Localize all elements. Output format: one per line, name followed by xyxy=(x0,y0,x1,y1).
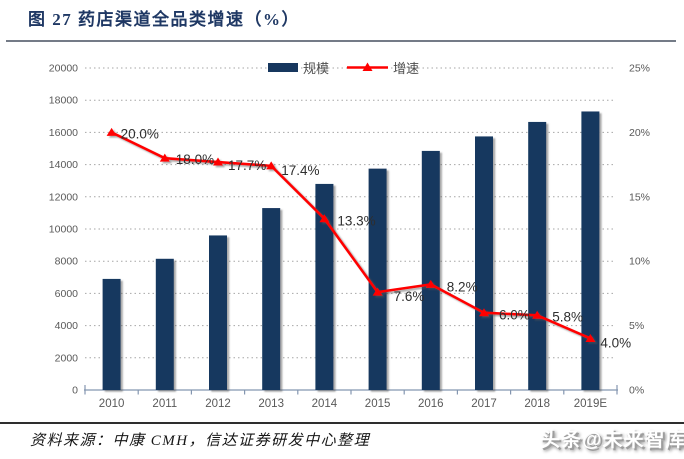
figure-title: 图 27 药店渠道全品类增速（%） xyxy=(28,10,300,29)
source-label: 资料来源： xyxy=(30,433,113,449)
bar-2014 xyxy=(315,183,334,390)
growth-marker-2016 xyxy=(425,279,436,288)
title-divider xyxy=(6,40,676,42)
x-axis-label-2013: 2013 xyxy=(258,398,284,410)
growth-line xyxy=(110,131,592,340)
line-point-labels: 20.0% 18.0% 17.7% 17.4% 13.3% 7.6% 8.2% 6.0% 5.8… xyxy=(121,126,632,350)
bar-series xyxy=(102,111,600,390)
footer-divider xyxy=(0,422,684,424)
growth-label-2012: 17.7% xyxy=(228,158,266,173)
left-axis-tick: 12000 xyxy=(49,191,78,203)
legend-swatch-bar xyxy=(268,63,298,72)
growth-marker-2013 xyxy=(266,161,277,170)
growth-label-2017: 6.0% xyxy=(499,308,530,323)
growth-marker-2010 xyxy=(106,127,117,136)
left-axis-tick: 18000 xyxy=(49,95,78,107)
bar-2019E xyxy=(581,111,600,390)
bar-2015 xyxy=(368,168,387,390)
growth-label-2011: 18.0% xyxy=(176,152,214,167)
growth-marker-2018 xyxy=(532,310,543,319)
left-axis-tick: 4000 xyxy=(55,320,79,332)
bar-2010 xyxy=(102,278,121,390)
line-series xyxy=(106,127,596,342)
left-axis-tick: 10000 xyxy=(49,224,78,236)
left-axis-tick: 6000 xyxy=(55,288,79,300)
x-axis-label-2010: 2010 xyxy=(99,398,125,410)
chart-legend: 规模 增速 xyxy=(268,61,419,76)
watermark-text: 头条@未来智库 xyxy=(540,429,684,451)
bar-2011 xyxy=(155,258,174,390)
x-axis-label-2018: 2018 xyxy=(524,398,550,410)
left-axis-tick: 8000 xyxy=(55,256,79,268)
axis-tick-labels: 0 2000 4000 6000 8000 10000 12000 14000 16000 180… xyxy=(49,63,650,411)
growth-label-2013: 17.4% xyxy=(281,163,319,178)
growth-marker-2017 xyxy=(479,308,489,317)
growth-label-2016: 8.2% xyxy=(447,279,478,294)
right-axis-tick: 25% xyxy=(629,63,650,75)
left-axis-tick: 20000 xyxy=(49,63,78,75)
left-axis-tick: 14000 xyxy=(49,159,78,171)
right-axis-tick: 0% xyxy=(629,385,644,397)
bar-2017 xyxy=(475,136,493,390)
growth-marker-2015 xyxy=(372,287,383,296)
bar-2016 xyxy=(421,150,440,390)
growth-label-2018: 5.8% xyxy=(552,309,583,324)
growth-marker-2014 xyxy=(319,214,330,223)
x-axis-label-2011: 2011 xyxy=(152,398,177,410)
left-axis-tick: 2000 xyxy=(55,352,79,364)
right-axis-tick: 20% xyxy=(629,127,650,139)
legend-label-bar: 规模 xyxy=(303,61,329,76)
growth-marker-2012 xyxy=(213,157,223,166)
bar-2012 xyxy=(209,235,227,390)
left-axis-tick: 0 xyxy=(72,385,78,397)
x-axis-label-2016: 2016 xyxy=(418,398,444,410)
right-axis-tick: 5% xyxy=(629,320,644,332)
growth-label-2015: 7.6% xyxy=(394,289,425,304)
growth-label-2014: 13.3% xyxy=(337,214,375,229)
x-axis-label-2014: 2014 xyxy=(312,398,338,410)
right-axis-tick: 10% xyxy=(629,256,650,268)
source-note: 资料来源：中康 CMH，信达证券研发中心整理 xyxy=(30,429,370,450)
legend-label-line: 增速 xyxy=(393,61,419,76)
bar-2013 xyxy=(262,208,281,390)
growth-marker-2011 xyxy=(159,153,170,162)
x-axis-label-2015: 2015 xyxy=(365,398,391,410)
combo-chart: 20.0% 18.0% 17.7% 17.4% 13.3% 7.6% 8.2% 6.0% 5.8… xyxy=(49,61,650,411)
growth-marker-2019E xyxy=(585,333,596,342)
right-axis-tick: 15% xyxy=(629,191,650,203)
legend-marker-triangle xyxy=(362,62,373,71)
bar-2018 xyxy=(528,121,547,390)
x-axis-label-2012: 2012 xyxy=(205,398,231,410)
source-text: 中康 CMH，信达证券研发中心整理 xyxy=(112,433,371,449)
x-axis-label-2017: 2017 xyxy=(471,398,497,410)
growth-label-2010: 20.0% xyxy=(121,126,159,141)
x-axis-label-2019E: 2019E xyxy=(574,398,608,410)
growth-label-2019E: 4.0% xyxy=(600,335,631,350)
left-axis-tick: 16000 xyxy=(49,127,78,139)
